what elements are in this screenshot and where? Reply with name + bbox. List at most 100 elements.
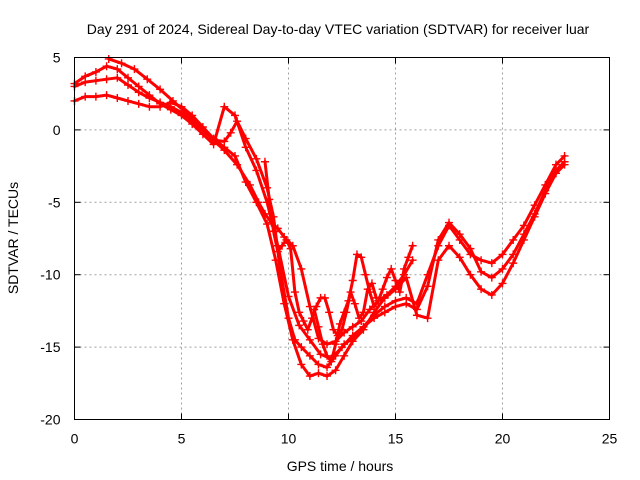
y-tick-label: -20	[40, 412, 60, 428]
data-point	[124, 96, 132, 105]
data-point	[382, 290, 391, 299]
data-point	[194, 121, 203, 130]
data-point	[305, 351, 314, 360]
data-point	[519, 221, 528, 230]
data-point	[335, 319, 344, 328]
data-point	[404, 253, 413, 262]
data-point	[102, 91, 111, 100]
data-point	[477, 285, 486, 294]
data-point	[188, 120, 197, 129]
data-point	[378, 285, 387, 294]
data-point	[156, 102, 165, 111]
data-point	[181, 108, 190, 117]
data-point	[81, 92, 90, 101]
data-point	[269, 227, 278, 236]
data-point	[391, 302, 400, 311]
data-point	[220, 146, 229, 155]
data-point	[320, 293, 329, 302]
data-point	[348, 322, 357, 331]
data-point	[295, 308, 304, 317]
x-tick-label: 15	[388, 431, 404, 447]
data-point	[327, 357, 336, 366]
data-point	[260, 157, 269, 166]
series-group	[70, 54, 569, 381]
data-point	[477, 256, 486, 265]
data-point	[166, 105, 175, 114]
data-point	[340, 351, 349, 360]
data-point	[271, 256, 280, 265]
data-point	[113, 65, 122, 74]
series-line	[73, 76, 567, 369]
data-point	[308, 314, 317, 323]
data-point	[282, 235, 291, 244]
data-point	[477, 267, 486, 276]
data-point	[260, 209, 269, 218]
data-point	[231, 111, 239, 120]
plot-frame	[74, 57, 610, 420]
data-point	[318, 340, 327, 349]
data-point	[408, 256, 417, 265]
x-tick-label: 5	[178, 431, 186, 447]
data-point	[265, 195, 274, 204]
data-point	[395, 288, 404, 297]
data-point	[361, 270, 370, 279]
data-point	[91, 67, 100, 76]
data-point	[286, 244, 295, 253]
data-point	[207, 134, 216, 143]
data-point	[359, 325, 368, 334]
data-point	[329, 325, 338, 334]
data-point	[365, 305, 374, 314]
data-point	[102, 62, 111, 71]
data-point	[117, 59, 126, 68]
data-point	[434, 235, 443, 244]
data-point	[487, 259, 496, 268]
data-point	[168, 96, 177, 105]
data-point	[288, 335, 297, 344]
data-point	[487, 273, 496, 282]
data-point	[445, 218, 453, 227]
data-point	[367, 279, 376, 288]
data-point	[391, 276, 400, 285]
series-track-6	[310, 241, 417, 366]
data-point	[273, 224, 282, 233]
data-point	[423, 282, 432, 291]
data-point	[91, 76, 100, 85]
data-point	[487, 290, 496, 299]
data-point	[340, 308, 349, 317]
data-point	[314, 322, 323, 331]
x-tick-label: 20	[495, 431, 511, 447]
data-point	[305, 372, 314, 381]
data-point	[130, 65, 139, 74]
data-point	[498, 279, 507, 288]
data-point	[314, 360, 323, 369]
data-point	[348, 337, 357, 346]
series-track-2	[70, 62, 569, 363]
x-tick-label: 0	[71, 431, 79, 447]
data-point	[400, 264, 409, 273]
y-tick-label: -10	[40, 267, 60, 283]
data-point	[104, 54, 113, 63]
data-point	[252, 154, 261, 163]
data-point	[530, 212, 539, 221]
data-point	[509, 235, 518, 244]
data-point	[226, 128, 235, 137]
data-point	[412, 311, 421, 320]
data-point	[113, 73, 122, 82]
data-point	[241, 143, 250, 152]
y-tick-label: 0	[53, 122, 61, 138]
data-point	[134, 99, 143, 108]
data-point	[134, 82, 143, 91]
series-line	[73, 64, 567, 361]
data-point	[295, 321, 304, 330]
data-point	[245, 180, 254, 189]
data-point	[102, 75, 111, 84]
data-point	[124, 73, 132, 82]
series-track-3	[70, 91, 569, 381]
series-track-5	[260, 157, 381, 340]
data-point	[455, 230, 464, 239]
data-point	[348, 276, 357, 285]
data-point	[380, 308, 389, 317]
data-point	[352, 250, 361, 259]
data-point	[290, 288, 299, 297]
